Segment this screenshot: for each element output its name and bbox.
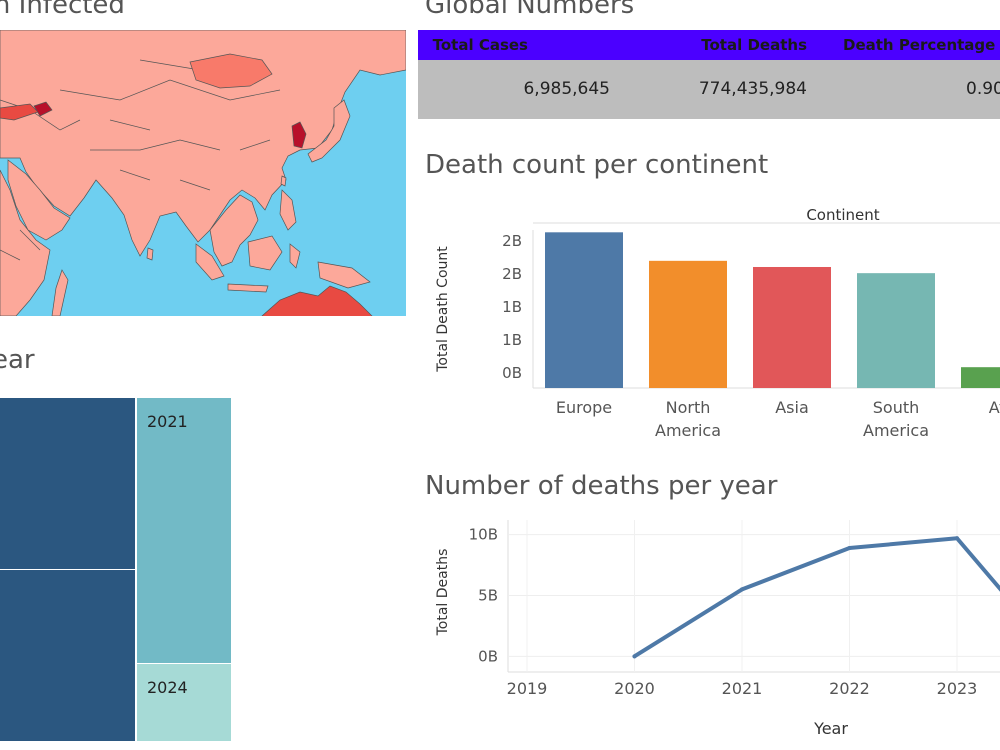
y-tick-label: 0B bbox=[502, 364, 522, 382]
x-tick-label: 2020 bbox=[614, 679, 655, 698]
y-tick-label: 5B bbox=[478, 586, 498, 604]
map-region-philippines bbox=[279, 189, 297, 231]
value-death-percentage: 0.90 bbox=[966, 79, 1000, 99]
bar bbox=[961, 367, 1000, 388]
line-point bbox=[955, 536, 959, 541]
map-region-arabia bbox=[7, 159, 71, 241]
x-tick-label: 2019 bbox=[507, 679, 548, 698]
map-region-taiwan bbox=[280, 175, 287, 187]
continent-chart-title: Death count per continent bbox=[425, 150, 769, 180]
infection-map[interactable] bbox=[0, 30, 406, 316]
table-header-row: Total Cases Total Deaths Death Percentag… bbox=[418, 30, 1000, 60]
map-region-caucasus bbox=[33, 101, 53, 117]
header-total-deaths: Total Deaths bbox=[701, 36, 807, 54]
y-tick-label: 0B bbox=[478, 647, 498, 665]
map-region-australia bbox=[261, 285, 373, 316]
deaths-line bbox=[632, 536, 1000, 659]
x-tick-label: America bbox=[863, 421, 929, 440]
bar bbox=[649, 260, 727, 388]
map-svg bbox=[0, 30, 406, 316]
map-region-borneo bbox=[247, 235, 283, 271]
header-death-percentage: Death Percentage bbox=[843, 36, 996, 54]
map-region-korea bbox=[291, 121, 307, 149]
map-region-madagascar bbox=[51, 269, 69, 316]
yearly-treemap: 2021 2024 bbox=[0, 398, 231, 741]
treemap-title: ear bbox=[0, 345, 35, 375]
y-tick-label: 10B bbox=[469, 526, 498, 544]
bar bbox=[545, 232, 623, 388]
line-point bbox=[847, 546, 852, 550]
map-title: on Infected bbox=[0, 0, 125, 20]
map-region-srilanka bbox=[146, 247, 154, 261]
map-region-africa bbox=[0, 169, 51, 316]
y-tick-label: 1B bbox=[502, 331, 522, 349]
map-region-mongolia bbox=[189, 53, 273, 89]
treemap-cell-label: 2021 bbox=[147, 412, 188, 431]
table-row: 6,985,645 774,435,984 0.90 bbox=[418, 60, 1000, 119]
x-tick-label: America bbox=[655, 421, 721, 440]
map-region-sulawesi bbox=[289, 243, 301, 269]
treemap-cell-2[interactable] bbox=[0, 570, 136, 741]
bar bbox=[753, 266, 831, 388]
x-tick-label: 2023 bbox=[937, 679, 978, 698]
global-numbers-table: Total Cases Total Deaths Death Percentag… bbox=[418, 30, 1000, 119]
continent-header: Continent bbox=[806, 206, 879, 224]
y-axis-label: Total Deaths bbox=[435, 549, 451, 637]
x-tick-label: Afr bbox=[989, 398, 1000, 417]
x-tick-label: Europe bbox=[556, 398, 612, 417]
y-tick-label: 2B bbox=[502, 232, 522, 250]
continent-bar-chart: Continent Total Death Count 2B 2B 1B 1B 0B Euro… bbox=[435, 206, 1000, 440]
header-total-cases: Total Cases bbox=[432, 36, 528, 54]
x-tick-label: Asia bbox=[775, 398, 809, 417]
treemap-cell-label: 2024 bbox=[147, 678, 188, 697]
map-region-newguinea bbox=[317, 261, 371, 289]
x-tick-label: North bbox=[666, 398, 711, 417]
x-tick-label: 2022 bbox=[829, 679, 870, 698]
value-total-deaths: 774,435,984 bbox=[698, 79, 807, 99]
line-point bbox=[740, 587, 744, 592]
y-tick-label: 2B bbox=[502, 265, 522, 283]
map-region-turkey bbox=[0, 103, 39, 121]
map-region-sumatra bbox=[195, 243, 225, 281]
value-total-cases: 6,985,645 bbox=[523, 79, 610, 99]
map-region-indochina bbox=[209, 194, 259, 267]
treemap-cell-2024[interactable]: 2024 bbox=[137, 664, 231, 741]
x-tick-label: South bbox=[873, 398, 920, 417]
year-chart-title: Number of deaths per year bbox=[425, 471, 778, 501]
year-line-chart: Total Deaths 10B 5B 0B 2019 2020 2021 2022 2023 Y… bbox=[435, 520, 1000, 738]
x-tick-label: 2021 bbox=[722, 679, 763, 698]
y-axis-label: Total Death Count bbox=[435, 246, 451, 373]
map-region-java bbox=[227, 283, 269, 293]
x-axis-label: Year bbox=[813, 719, 848, 738]
treemap-cell-1[interactable] bbox=[0, 398, 136, 570]
bar bbox=[857, 273, 935, 388]
global-numbers-title: Global Numbers bbox=[425, 0, 635, 20]
map-region-japan bbox=[307, 99, 351, 163]
line-point bbox=[632, 654, 637, 659]
y-tick-label: 1B bbox=[502, 298, 522, 316]
treemap-cell-2021[interactable]: 2021 bbox=[137, 398, 231, 664]
